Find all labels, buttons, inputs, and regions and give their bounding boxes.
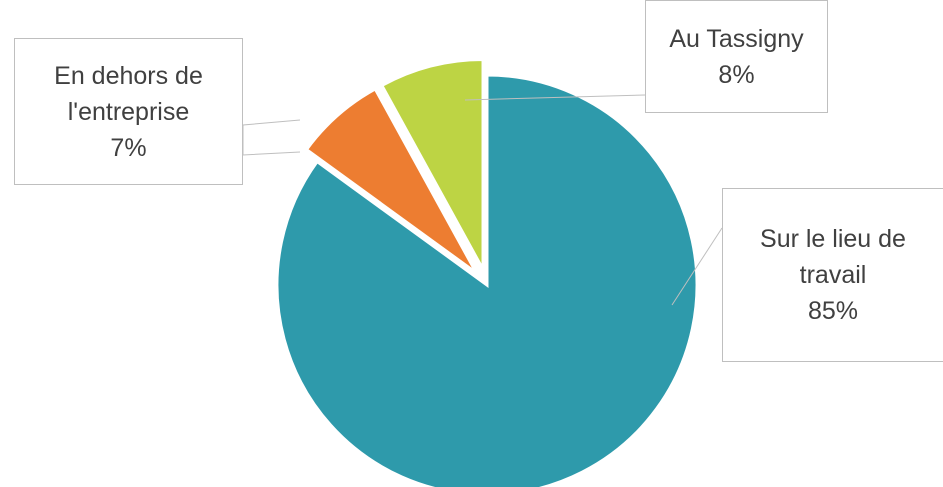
- pie-slice: [379, 58, 485, 271]
- leader-line: [242, 119, 301, 156]
- data-label: Au Tassigny 8%: [645, 0, 828, 113]
- value-label: 8%: [718, 60, 755, 89]
- pie-slice: [304, 86, 478, 275]
- data-label: Sur le lieu de travail 85%: [722, 188, 943, 362]
- category-label: En dehors de l'entreprise: [54, 61, 203, 126]
- category-label: Sur le lieu de travail: [760, 225, 906, 289]
- leader-line: [464, 94, 646, 101]
- pie-slice: [275, 73, 699, 487]
- pie: [275, 58, 699, 487]
- leader-lines: [242, 94, 723, 306]
- value-label: 85%: [807, 297, 859, 325]
- data-label: En dehors de l'entreprise 7%: [14, 38, 243, 185]
- value-label: 7%: [110, 133, 147, 162]
- category-label: Au Tassigny: [669, 24, 804, 53]
- leader-line: [671, 227, 723, 306]
